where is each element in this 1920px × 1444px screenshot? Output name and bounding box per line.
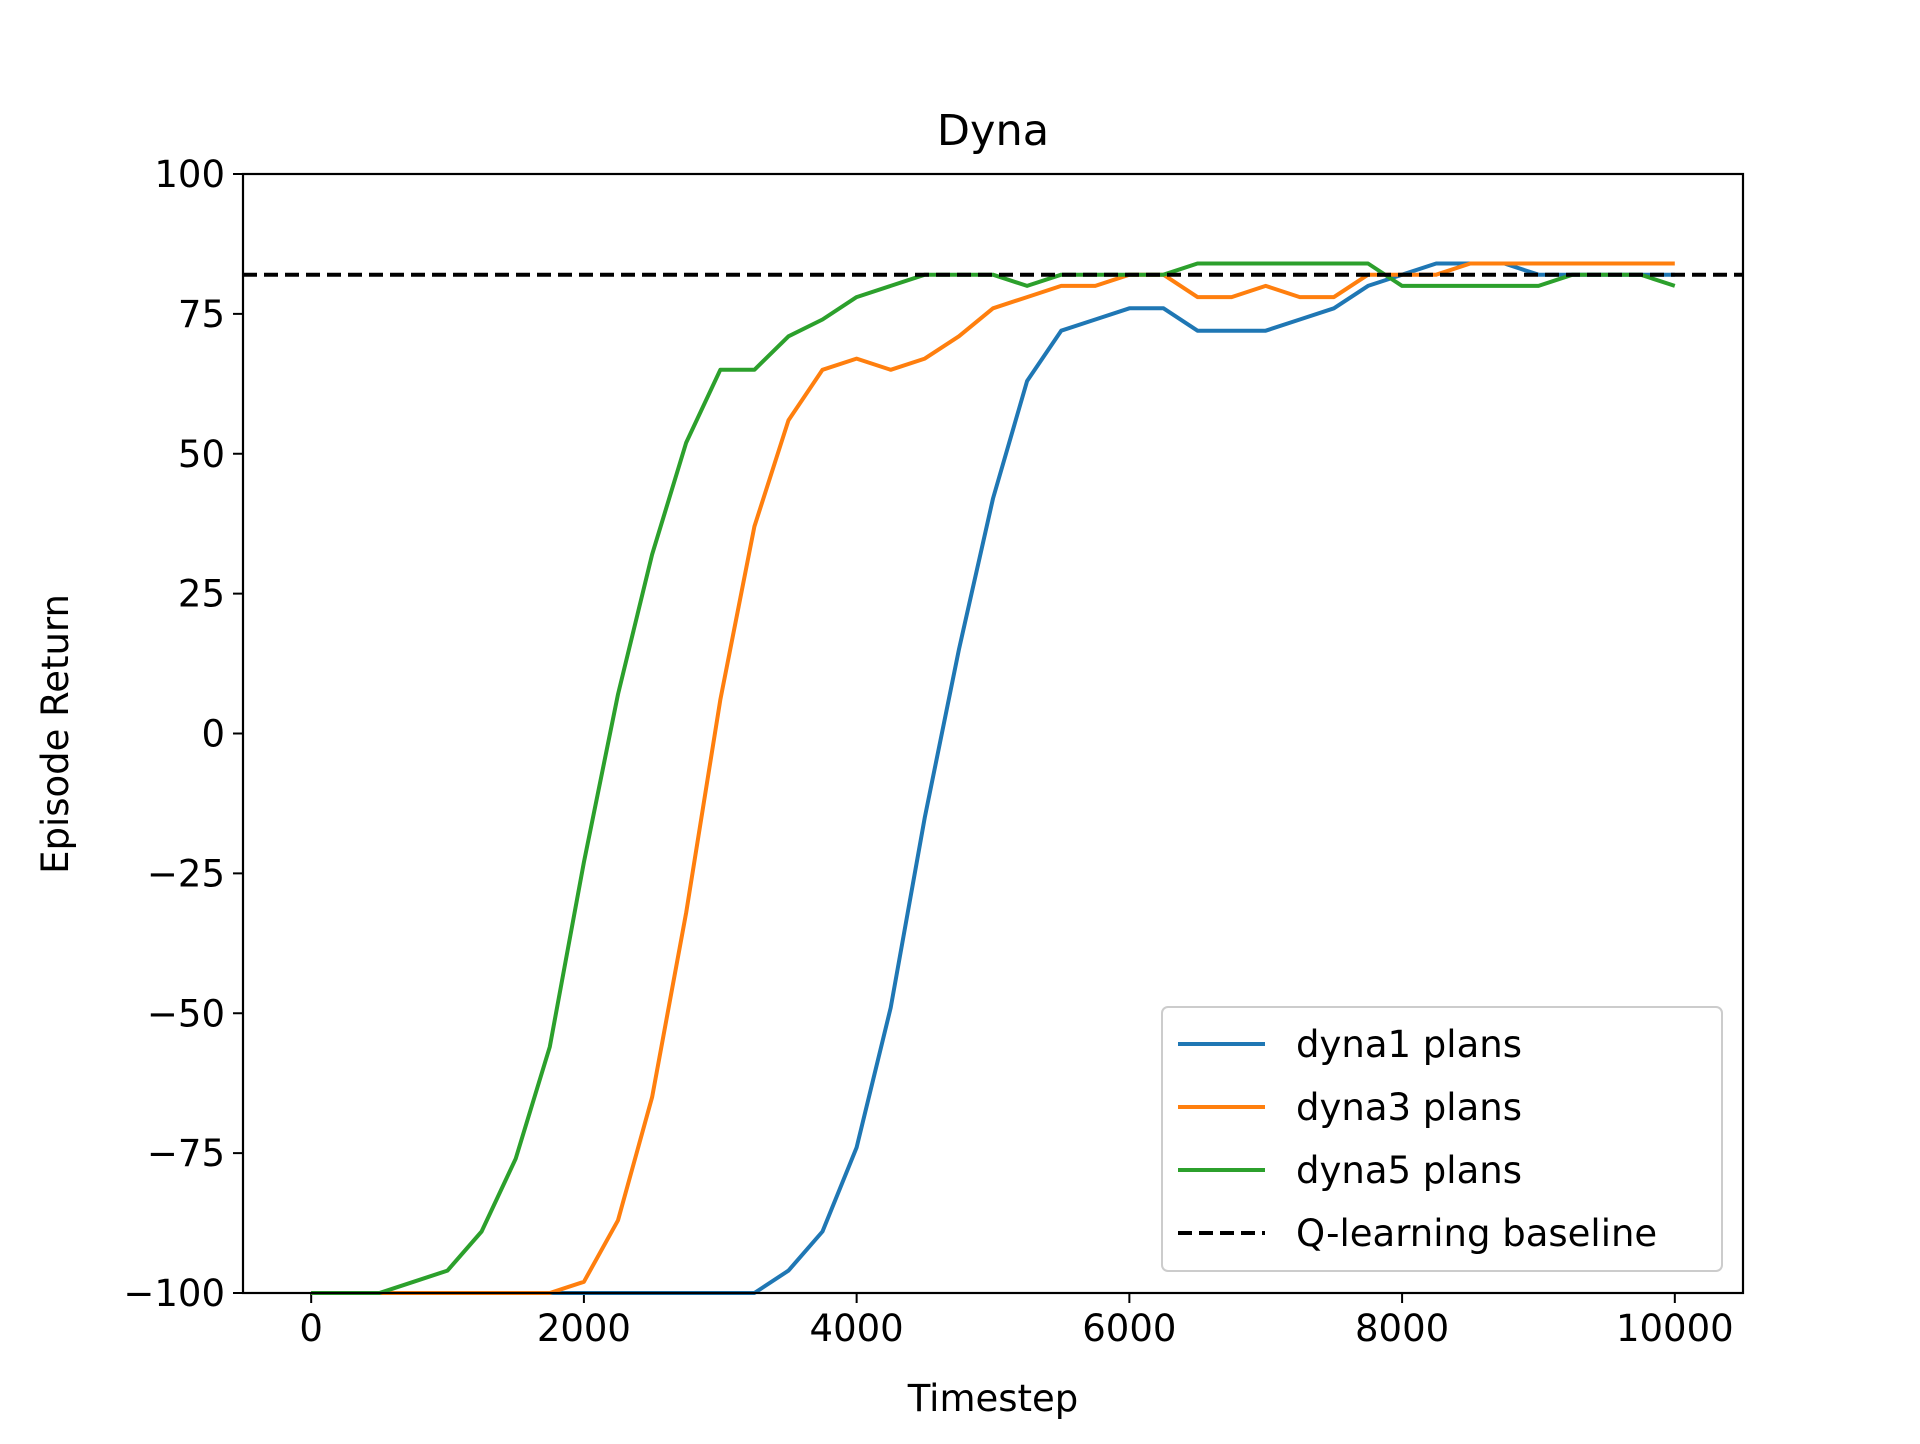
series-line-3 bbox=[311, 261, 1676, 1295]
plot-frame bbox=[241, 172, 1745, 1295]
x-tick-label: 0 bbox=[299, 1307, 323, 1350]
x-axis-label: Timestep bbox=[907, 1377, 1079, 1420]
legend-box bbox=[1161, 1006, 1723, 1272]
y-tick-label: 50 bbox=[178, 433, 225, 476]
y-tick-label: 100 bbox=[154, 153, 225, 196]
y-tick-label: 75 bbox=[178, 293, 225, 336]
x-axis-ticks: 0 2000 4000 6000 8000 10000 bbox=[299, 1293, 1734, 1350]
legend-label: dyna1 plans bbox=[1296, 1023, 1522, 1066]
y-axis-ticks: −100 −75 −50 −25 0 25 50 75 100 bbox=[123, 153, 243, 1315]
legend: dyna1 plans dyna3 plans dyna5 plans Q-learn… bbox=[1161, 1006, 1723, 1272]
y-tick-label: 25 bbox=[178, 573, 225, 616]
y-axis-label: Episode Return bbox=[34, 594, 77, 874]
x-tick-label: 10000 bbox=[1616, 1307, 1734, 1350]
y-tick-label: −75 bbox=[147, 1132, 225, 1175]
y-tick-label: −100 bbox=[123, 1272, 225, 1315]
x-tick-label: 4000 bbox=[810, 1307, 904, 1350]
legend-label: dyna3 plans bbox=[1296, 1086, 1522, 1129]
y-tick-label: 0 bbox=[201, 713, 225, 756]
y-tick-label: −25 bbox=[147, 852, 225, 895]
x-tick-label: 6000 bbox=[1082, 1307, 1176, 1350]
legend-label: dyna5 plans bbox=[1296, 1149, 1522, 1192]
chart-title: Dyna bbox=[937, 106, 1049, 156]
x-tick-label: 2000 bbox=[537, 1307, 631, 1350]
legend-label: Q-learning baseline bbox=[1296, 1212, 1657, 1255]
y-tick-label: −50 bbox=[147, 992, 225, 1035]
x-tick-label: 8000 bbox=[1355, 1307, 1449, 1350]
